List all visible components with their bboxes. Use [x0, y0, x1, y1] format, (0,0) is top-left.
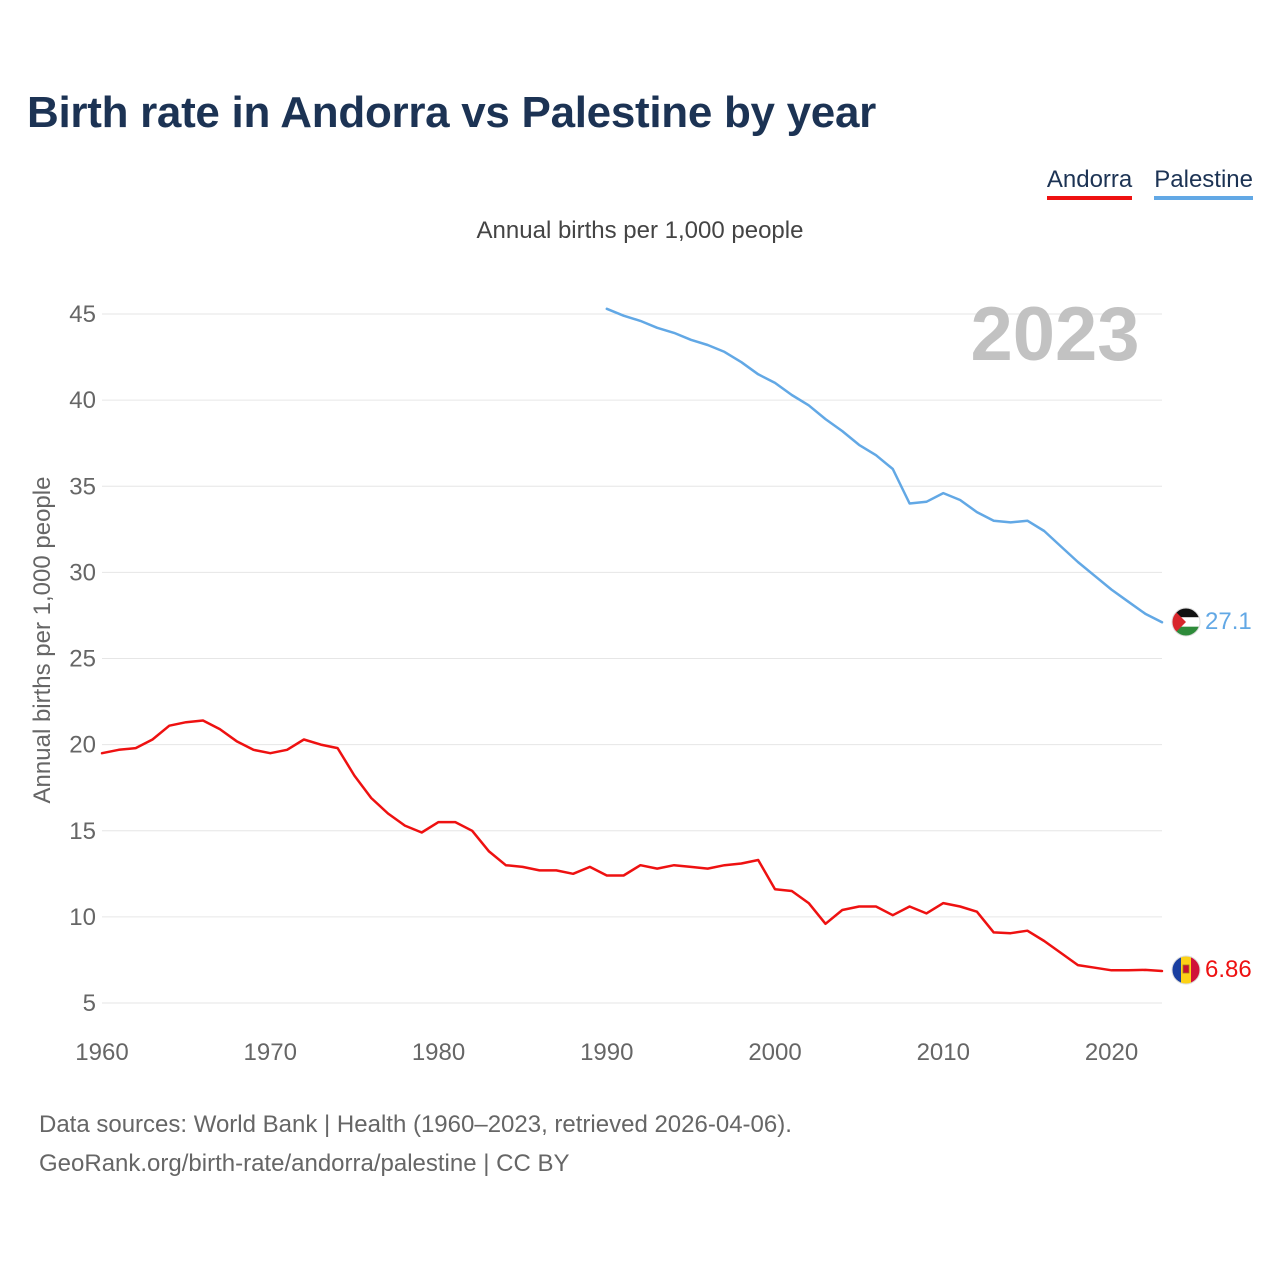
- page-title: Birth rate in Andorra vs Palestine by ye…: [27, 88, 876, 137]
- legend-item-andorra[interactable]: Andorra: [1046, 166, 1133, 200]
- grid-lines: [102, 313, 1162, 1004]
- end-label-palestine: 27.1: [1205, 608, 1252, 635]
- y-tick-label: 30: [69, 559, 96, 586]
- y-axis: 5 10 15 20 25 30 35 40 45: [69, 301, 96, 1017]
- y-axis-label: Annual births per 1,000 people: [29, 477, 56, 804]
- end-label-andorra: 6.86: [1205, 956, 1252, 983]
- footer-sources: Data sources: World Bank | Health (1960–…: [39, 1111, 792, 1138]
- x-tick-label: 2010: [917, 1039, 970, 1066]
- x-tick-label: 1990: [580, 1039, 633, 1066]
- footer-link[interactable]: GeoRank.org/birth-rate/andorra/palestine…: [39, 1150, 570, 1177]
- y-tick-label: 40: [69, 387, 96, 414]
- y-tick-label: 45: [69, 301, 96, 328]
- footer: Data sources: World Bank | Health (1960–…: [39, 1105, 792, 1183]
- x-tick-label: 1970: [244, 1039, 297, 1066]
- palestine-flag-icon: [1171, 607, 1201, 637]
- x-tick-label: 1960: [75, 1039, 128, 1066]
- chart-subtitle: Annual births per 1,000 people: [476, 217, 804, 244]
- y-tick-label: 35: [69, 473, 96, 500]
- x-axis: 1960 1970 1980 1990 2000 2010 2020: [75, 1039, 1138, 1066]
- line-chart: 5 10 15 20 25 30 35 40 45 1960 1970 1980 1990 2000 20…: [29, 292, 1252, 1066]
- y-tick-label: 10: [69, 904, 96, 931]
- y-tick-label: 20: [69, 732, 96, 759]
- legend-item-palestine[interactable]: Palestine: [1154, 166, 1253, 200]
- y-tick-label: 25: [69, 646, 96, 673]
- legend: Andorra Palestine: [1046, 166, 1253, 200]
- year-watermark: 2023: [970, 292, 1139, 377]
- x-tick-label: 2020: [1085, 1039, 1138, 1066]
- series-line-andorra: [100, 719, 1164, 973]
- andorra-flag-icon: [1171, 955, 1201, 985]
- series-line-palestine: [605, 307, 1164, 624]
- y-tick-label: 15: [69, 818, 96, 845]
- x-tick-label: 1980: [412, 1039, 465, 1066]
- x-tick-label: 2000: [748, 1039, 801, 1066]
- series-lines: [100, 307, 1164, 973]
- y-tick-label: 5: [83, 990, 96, 1017]
